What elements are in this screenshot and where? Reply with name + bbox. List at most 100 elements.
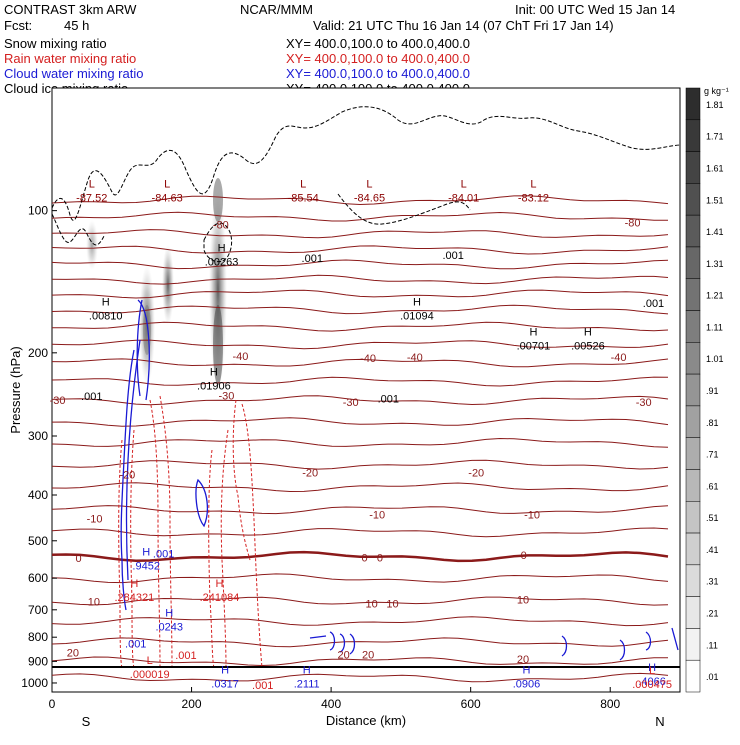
isotherm-label: 20 xyxy=(517,654,529,666)
isotherm-label: -30 xyxy=(636,397,652,409)
contour-label: .001 xyxy=(81,391,102,403)
colorbar-swatch xyxy=(685,469,701,502)
colorbar-label: 1.61 xyxy=(706,163,724,173)
source-label: NCAR/MMM xyxy=(240,2,313,17)
extremum-marker: H xyxy=(303,664,311,676)
xy-range-snow: XY= 400.0,100.0 to 400.0,400.0 xyxy=(286,36,470,51)
colorbar-swatch xyxy=(685,564,701,597)
colorbar-label: 1.11 xyxy=(706,322,723,332)
extremum-value: .000475 xyxy=(632,679,672,691)
y-tick-label: 800 xyxy=(28,630,48,644)
extremum-value: -83.12 xyxy=(518,193,549,205)
colorbar-swatch xyxy=(685,87,701,121)
colorbar-label: 1.71 xyxy=(706,132,724,142)
y-tick-label: 900 xyxy=(28,654,48,668)
isotherm-label: -10 xyxy=(369,510,385,522)
isotherm-label: -30 xyxy=(50,395,66,407)
extremum-marker: L xyxy=(366,179,372,191)
isotherm-label: 20 xyxy=(67,648,79,660)
isotherm-label: 10 xyxy=(386,598,398,610)
isotherm-label: 10 xyxy=(88,596,100,608)
x-tick-label: 800 xyxy=(600,697,620,711)
y-tick-label: 300 xyxy=(28,429,48,443)
isotherm-line xyxy=(52,321,669,332)
extremum-value: .4066 xyxy=(638,676,666,688)
isotherm-line xyxy=(52,339,669,350)
colorbar: 1.81 1.71 1.61 1.51 1.41 1.31 1.21 1.11 1.01 .91.… xyxy=(685,87,724,693)
extremum-marker: H xyxy=(523,664,531,676)
isotherm-line xyxy=(52,274,669,285)
isotherm-line xyxy=(52,573,669,584)
extremum-value: .2111 xyxy=(294,678,320,690)
extremum-marker: H xyxy=(221,664,229,676)
extremum-value: .284321 xyxy=(114,592,154,604)
extremum-value: -84.01 xyxy=(448,193,479,205)
isotherm-label: -40 xyxy=(360,353,376,365)
isotherm-line xyxy=(52,672,669,683)
extremum-value: .0243 xyxy=(155,622,183,634)
contour-label: .001 xyxy=(125,639,146,651)
colorbar-swatch xyxy=(685,501,701,534)
isotherm-label: 20 xyxy=(338,649,350,661)
isotherm-line xyxy=(52,195,669,206)
extremum-marker: H xyxy=(165,608,173,620)
extremum-value: .01906 xyxy=(197,380,231,392)
extremum-marker: L xyxy=(649,665,655,677)
contour-label: .001 xyxy=(643,298,664,310)
contour-label: .001 xyxy=(175,650,196,662)
isotherm-line xyxy=(52,437,669,448)
x-axis: 0 200 400 600 800 xyxy=(49,687,621,711)
isotherm-label: -40 xyxy=(407,352,423,364)
isotherm-line xyxy=(52,395,669,406)
y-tick-label: 600 xyxy=(28,571,48,585)
colorbar-swatch xyxy=(685,405,701,438)
extremum-value: -84.65 xyxy=(354,193,385,205)
extremum-value: -84.63 xyxy=(152,193,183,205)
extremum-marker: H xyxy=(584,326,592,338)
isotherm-line xyxy=(52,637,669,648)
contour-label: .001 xyxy=(443,250,464,262)
init-time: Init: 00 UTC Wed 15 Jan 14 xyxy=(515,2,675,17)
extremum-marker: L xyxy=(530,179,536,191)
colorbar-label: 1.81 xyxy=(706,100,724,110)
extremum-value: .000019 xyxy=(130,669,170,681)
isotherm-label: -10 xyxy=(87,513,103,525)
isotherm-label: -80 xyxy=(625,218,641,230)
isotherm-label: -30 xyxy=(218,390,234,402)
isotherm-label: 20 xyxy=(362,649,374,661)
extremum-value: .00263 xyxy=(205,257,239,269)
isotherm-label: -40 xyxy=(611,352,627,364)
extremum-value: .00701 xyxy=(517,340,551,352)
isotherm-line xyxy=(52,211,669,222)
contour-label: .001 xyxy=(153,549,174,561)
y-tick-label: 700 xyxy=(28,603,48,617)
colorbar-label: 1.01 xyxy=(706,354,724,364)
colorbar-swatch xyxy=(685,151,701,184)
colorbar-label: .21 xyxy=(706,609,719,619)
isotherm-line xyxy=(52,656,669,667)
isotherm-label: -20 xyxy=(119,470,135,482)
colorbar-swatch xyxy=(685,214,701,248)
colorbar-swatch xyxy=(685,437,701,470)
colorbar-label: 1.51 xyxy=(706,195,724,205)
colorbar-swatch xyxy=(685,310,701,343)
xy-range-rain: XY= 400.0,100.0 to 400.0,400.0 xyxy=(286,51,470,66)
extremum-marker: H xyxy=(210,366,218,378)
extremum-marker: L xyxy=(300,179,306,191)
isotherm-line xyxy=(52,229,669,239)
field-label-cloud-water: Cloud water mixing ratio xyxy=(4,66,143,81)
colorbar-swatch xyxy=(685,659,701,693)
isotherm-label: 0 xyxy=(362,552,368,564)
x-tick-label: 600 xyxy=(461,697,481,711)
x-end-label-left: S xyxy=(82,714,91,729)
isotherm-line xyxy=(52,259,669,270)
forecast-label: Fcst: xyxy=(4,18,32,33)
colorbar-swatch xyxy=(685,373,701,407)
extremum-marker: H xyxy=(130,578,138,590)
model-title: CONTRAST 3km ARW xyxy=(4,2,137,17)
extremum-marker: L xyxy=(461,179,467,191)
colorbar-swatch xyxy=(685,628,701,661)
colorbar-swatch xyxy=(685,342,701,375)
